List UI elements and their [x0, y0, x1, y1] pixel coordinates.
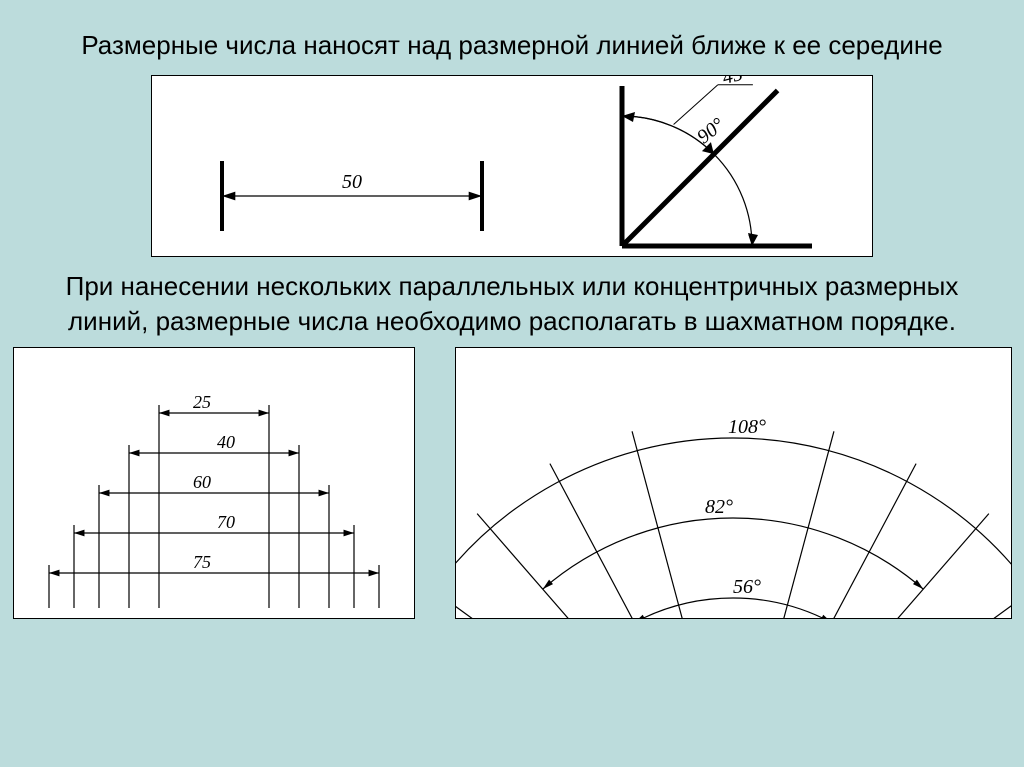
diagram-panel-1: 5090°45° — [151, 75, 873, 257]
svg-text:45°: 45° — [720, 76, 752, 89]
title-text-2: При нанесении нескольких параллельных ил… — [0, 257, 1024, 347]
diagram-panel-3: 30°56°82°108° — [455, 347, 1012, 619]
svg-text:60: 60 — [193, 472, 211, 492]
svg-text:82°: 82° — [705, 496, 733, 518]
svg-text:56°: 56° — [733, 576, 761, 598]
svg-text:70: 70 — [217, 512, 235, 532]
svg-text:25: 25 — [193, 392, 211, 412]
svg-text:108°: 108° — [728, 416, 766, 438]
svg-text:40: 40 — [217, 432, 235, 452]
title-text-1: Размерные числа наносят над размерной ли… — [0, 0, 1024, 75]
svg-text:75: 75 — [193, 552, 211, 572]
diagram-panel-2: 25 40 60 70 75 — [13, 347, 415, 619]
svg-text:50: 50 — [342, 171, 362, 193]
